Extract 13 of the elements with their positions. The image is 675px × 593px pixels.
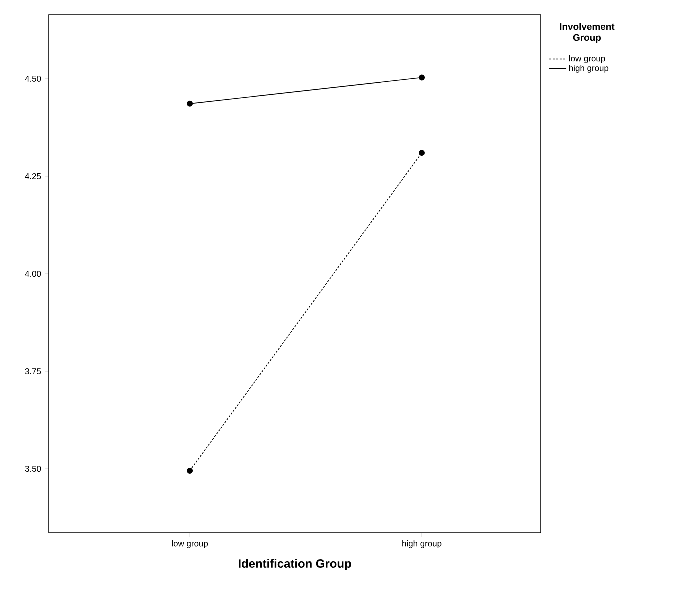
y-tick-label: 3.50 xyxy=(25,466,42,472)
y-tick-label: 4.25 xyxy=(25,173,42,180)
legend-label: high group xyxy=(570,65,609,73)
legend-label: low group xyxy=(569,55,606,64)
x-axis-title: Identification Group xyxy=(239,559,352,570)
point xyxy=(187,468,194,474)
point xyxy=(187,100,194,107)
y-tick-label: 3.75 xyxy=(25,368,42,374)
point xyxy=(419,150,426,156)
y-tick-label: 4.00 xyxy=(25,270,42,277)
y-tick-label: 4.50 xyxy=(25,76,42,82)
legend-title: Involvement Group xyxy=(560,23,615,43)
point xyxy=(419,74,426,81)
